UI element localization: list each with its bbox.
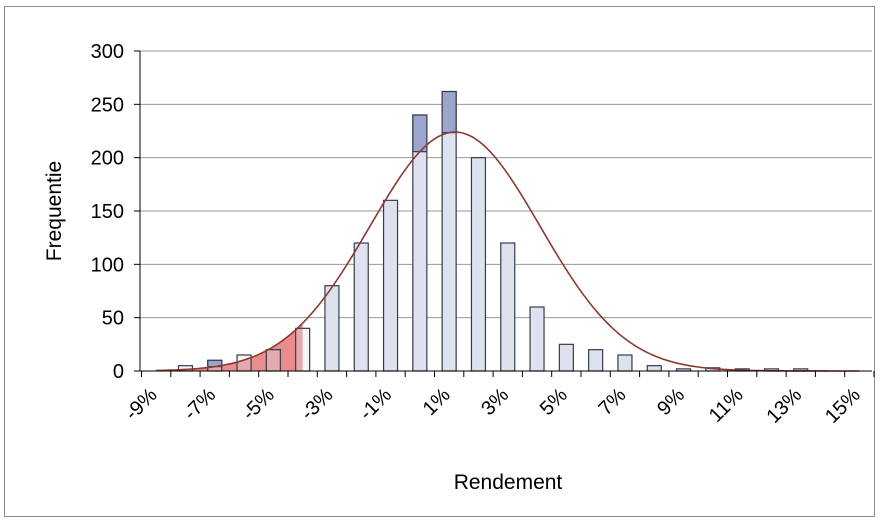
bar-excess	[441, 90, 457, 134]
bar	[588, 349, 604, 372]
bar	[470, 157, 487, 372]
bar	[412, 114, 428, 372]
axes	[134, 50, 875, 377]
bar	[265, 349, 281, 372]
x-tick-label: -9%	[121, 384, 162, 425]
bar	[324, 285, 340, 372]
x-tick-label: -1%	[355, 384, 396, 425]
y-tick-label: 100	[91, 254, 124, 276]
y-tick-label: 200	[91, 148, 124, 170]
y-tick-labels: 0 50 100 150 200 250 300	[91, 41, 124, 383]
y-tick-label: 300	[91, 41, 124, 63]
x-tick-label: 3%	[477, 384, 513, 420]
chart-frame	[4, 6, 875, 517]
bar	[558, 343, 574, 372]
x-axis-title: Rendement	[454, 471, 563, 494]
y-tick-label: 150	[91, 201, 124, 223]
x-tick-labels: -9% -7% -5% -3% -1% 1% 3% 5% 7% 9% 11% 13% 15%	[121, 384, 865, 428]
bar	[529, 306, 545, 372]
x-tick-label: -3%	[297, 384, 338, 425]
x-tick-label: 5%	[536, 384, 572, 420]
y-axis-title: Frequentie	[43, 161, 66, 261]
bar	[646, 365, 662, 372]
bar	[295, 327, 311, 372]
x-tick-label: 7%	[594, 384, 630, 420]
y-tick-label: 0	[113, 361, 124, 383]
bar	[382, 199, 399, 372]
bar	[236, 354, 252, 372]
normal-curve	[156, 131, 860, 372]
bar	[500, 242, 516, 372]
x-tick-label: -7%	[180, 384, 221, 425]
x-tick-label: -5%	[238, 384, 279, 425]
bar-series	[177, 90, 809, 372]
x-tick-label: 13%	[762, 384, 806, 428]
bar	[353, 242, 369, 372]
x-tick-label: 15%	[821, 384, 865, 428]
x-tick-label: 1%	[419, 384, 455, 420]
bar	[617, 354, 633, 372]
y-tick-label: 250	[91, 94, 124, 116]
x-tick-label: 11%	[705, 384, 748, 427]
y-tick-label: 50	[102, 308, 124, 330]
normal-curve-layer	[156, 131, 860, 372]
x-tick-label: 9%	[653, 384, 689, 420]
